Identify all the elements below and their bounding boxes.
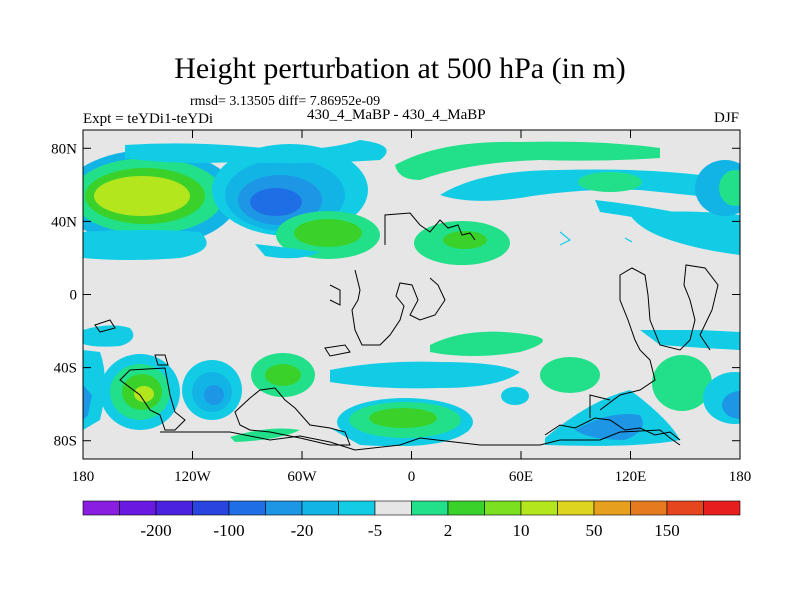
plot-title: Height perturbation at 500 hPa (in m) xyxy=(174,52,626,85)
stats-line: rmsd= 3.13505 diff= 7.86952e-09 xyxy=(190,94,381,109)
coastline-island xyxy=(329,284,341,306)
colorbar-swatch xyxy=(411,500,449,516)
coastline-asia xyxy=(599,264,719,411)
colorbar-labels: -200 -100 -20 -5 2 10 50 150 xyxy=(140,521,679,540)
experiment-label: Expt = teYDi1-teYDi xyxy=(83,111,214,127)
longitude-axis: 180 120W 60W 0 60E 120E 180 xyxy=(72,130,752,485)
lat-tick-label: 0 xyxy=(70,288,78,304)
coastline-asia-2 xyxy=(589,394,611,418)
lon-tick-label: 180 xyxy=(729,469,752,485)
colorbar xyxy=(82,500,741,516)
season-label: DJF xyxy=(713,110,739,126)
lon-tick-label: 120W xyxy=(174,469,212,485)
anomaly-north-pacific xyxy=(83,150,238,246)
colorbar-swatch xyxy=(374,500,412,516)
colorbar-swatch xyxy=(557,500,595,516)
lat-tick-label: 80N xyxy=(51,141,77,157)
colorbar-swatch xyxy=(484,500,522,516)
coastline-small-island xyxy=(94,319,116,333)
lat-tick-label: 40S xyxy=(54,361,77,377)
map-field xyxy=(83,130,740,459)
colorbar-swatch xyxy=(119,500,157,516)
lat-tick-label: 80S xyxy=(54,434,77,450)
coastlines xyxy=(94,212,719,451)
colorbar-swatch xyxy=(338,500,376,516)
colorbar-swatch xyxy=(520,500,558,516)
latitude-axis: 80N 40N 0 40S 80S xyxy=(51,141,740,450)
coastline-antarctica xyxy=(160,429,681,451)
coastline-south-america-north xyxy=(324,344,351,357)
colorbar-label: 10 xyxy=(513,521,530,540)
colorbar-label: -200 xyxy=(140,521,171,540)
coastline-africa xyxy=(351,269,446,346)
colorbar-swatch xyxy=(265,500,303,516)
colorbar-label: 2 xyxy=(444,521,453,540)
colorbar-swatch xyxy=(301,500,339,516)
coastline-antarctic-peninsula xyxy=(234,387,351,446)
colorbar-label: -100 xyxy=(213,521,244,540)
anomaly-north-america xyxy=(212,144,368,236)
colorbar-label: -20 xyxy=(291,521,314,540)
colorbar-swatch xyxy=(82,500,120,516)
lon-tick-label: 120E xyxy=(615,469,647,485)
anomaly-southern-ocean xyxy=(83,325,740,446)
coastline-australia xyxy=(544,417,681,441)
colorbar-swatch xyxy=(192,500,230,516)
lat-tick-label: 40N xyxy=(51,214,77,230)
colorbar-label: -5 xyxy=(368,521,382,540)
lon-tick-label: 0 xyxy=(408,469,416,485)
anomaly-arctic-band xyxy=(125,140,740,255)
tiny-features xyxy=(559,231,633,246)
lon-tick-label: 60E xyxy=(509,469,533,485)
colorbar-swatch xyxy=(447,500,485,516)
colorbar-label: 150 xyxy=(654,521,680,540)
colorbar-swatch xyxy=(666,500,704,516)
anomaly-atlantic-europe xyxy=(83,211,510,265)
colorbar-swatch xyxy=(593,500,631,516)
colorbar-swatch xyxy=(703,500,741,516)
coastline-europe xyxy=(384,212,476,245)
colorbar-swatch xyxy=(228,500,266,516)
coastline-island-2 xyxy=(154,354,169,366)
colorbar-swatch xyxy=(155,500,193,516)
coastline-south-america xyxy=(119,367,186,431)
colorbar-swatch xyxy=(630,500,668,516)
lon-tick-label: 60W xyxy=(287,469,317,485)
colorbar-label: 50 xyxy=(586,521,603,540)
lon-tick-label: 180 xyxy=(72,469,95,485)
case-label: 430_4_MaBP - 430_4_MaBP xyxy=(307,107,486,123)
